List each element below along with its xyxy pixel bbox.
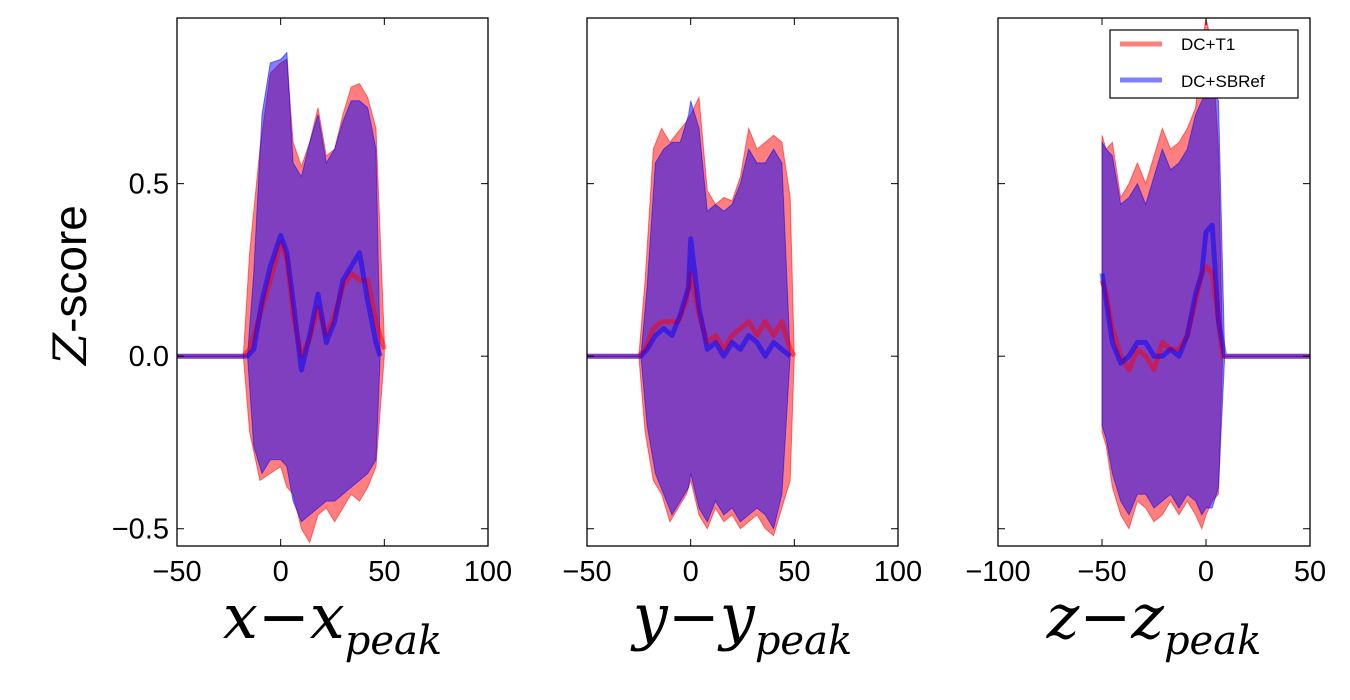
mean-line-dc-sbref <box>587 236 792 359</box>
x-tick-label: −50 <box>1077 556 1126 588</box>
x-tick-label: 0 <box>273 556 289 588</box>
x-axis-label: x−xpeak <box>223 580 442 664</box>
x-tick-label: 50 <box>368 556 400 588</box>
x-tick-label: −100 <box>965 556 1030 588</box>
x-axis-label-sub: peak <box>755 618 852 664</box>
y-axis-label-var: Z <box>43 332 97 367</box>
plot-area <box>587 95 797 537</box>
y-axis-label-rest: -score <box>44 205 96 333</box>
band-dc-sbref <box>587 100 791 531</box>
x-axis-label-var: y <box>630 580 669 653</box>
legend-label-dc-t1: DC+T1 <box>1181 35 1235 54</box>
mean-line-dc-sbref <box>1099 222 1310 366</box>
legend: DC+T1 DC+SBRef <box>1109 29 1299 99</box>
y-tick-label: −0.5 <box>112 514 169 546</box>
x-axis-label-minus: − <box>258 580 310 653</box>
x-tick-label: 0 <box>1198 556 1214 588</box>
band-dc-sbref <box>1101 86 1310 517</box>
x-axis-label-var-again: y <box>717 580 756 653</box>
y-tick-label: 0.5 <box>129 169 169 201</box>
x-tick-label: 100 <box>874 556 922 588</box>
x-axis-label-var: x <box>223 580 258 653</box>
x-tick-label: −50 <box>562 556 611 588</box>
x-tick-label: 50 <box>1294 556 1326 588</box>
x-axis-label-sub: peak <box>1164 618 1261 664</box>
plot-area <box>177 51 387 544</box>
band-dc-sbref <box>177 51 381 523</box>
legend-box <box>1109 29 1299 99</box>
mean-line-dc-t1 <box>587 270 797 359</box>
x-tick-label: 0 <box>683 556 699 588</box>
x-axis-label-sub: peak <box>345 618 442 664</box>
panel-z: −100 −50 0 50z−zpeak <box>965 17 1326 664</box>
legend-label-dc-sbref: DC+SBRef <box>1181 72 1265 91</box>
axes-frame <box>176 17 489 547</box>
x-tick-label: −50 <box>152 556 201 588</box>
panel-x: −50 0 50 100−0.50.00.5x−xpeak <box>112 17 512 664</box>
mean-line-dc-sbref <box>177 232 383 373</box>
x-tick-label: 100 <box>464 556 512 588</box>
x-axis-label-minus: − <box>668 580 720 653</box>
x-axis-label: z−zpeak <box>1046 580 1262 664</box>
plot-area <box>1099 18 1310 531</box>
y-axis-label: Z-score <box>43 205 97 367</box>
y-tick-label: 0.0 <box>129 341 169 373</box>
axes-frame <box>586 17 899 547</box>
x-axis-label-var-again: x <box>310 580 345 653</box>
x-axis-label-minus: − <box>1079 580 1131 653</box>
x-axis-label-var: z <box>1046 580 1080 653</box>
x-axis-label-var-again: z <box>1130 580 1164 653</box>
axes-frame <box>997 17 1311 547</box>
x-tick-label: 50 <box>778 556 810 588</box>
x-axis-label: y−ypeak <box>630 580 852 664</box>
